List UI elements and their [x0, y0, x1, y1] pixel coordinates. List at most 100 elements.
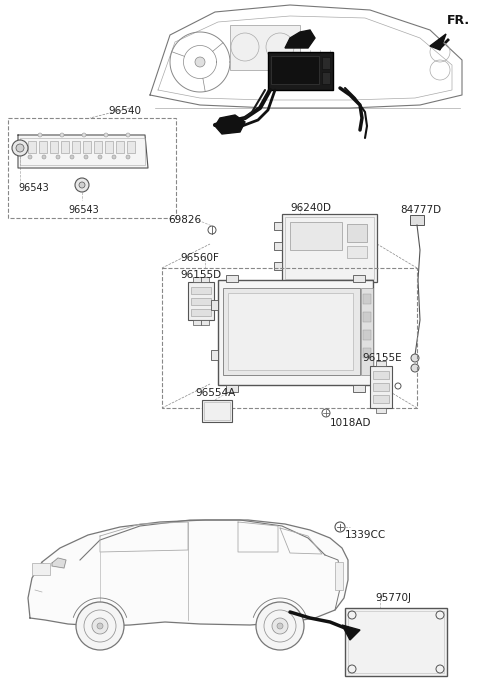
Bar	[50, 141, 58, 153]
Text: 96554A: 96554A	[195, 388, 235, 398]
Text: 96540: 96540	[108, 106, 141, 116]
Circle shape	[272, 618, 288, 634]
Text: 96240D: 96240D	[290, 203, 331, 213]
Bar	[348, 611, 444, 673]
Bar	[268, 52, 333, 90]
Bar	[352, 282, 362, 290]
Bar	[226, 275, 238, 282]
Circle shape	[126, 133, 130, 137]
Bar	[94, 141, 102, 153]
Bar	[204, 402, 230, 420]
Text: 96543: 96543	[18, 183, 49, 193]
Bar	[39, 141, 47, 153]
Bar	[127, 141, 135, 153]
Polygon shape	[52, 558, 66, 568]
Bar	[376, 408, 386, 413]
Bar	[188, 282, 214, 320]
Circle shape	[79, 182, 85, 188]
Bar	[83, 141, 91, 153]
Bar	[191, 309, 211, 316]
Circle shape	[92, 618, 108, 634]
Bar	[193, 320, 201, 325]
Polygon shape	[215, 115, 245, 134]
Bar	[347, 224, 367, 242]
Bar	[347, 246, 367, 258]
Bar	[292, 282, 302, 290]
Bar	[373, 371, 389, 379]
Text: 84777D: 84777D	[400, 205, 441, 215]
Bar	[191, 298, 211, 305]
Bar	[191, 287, 211, 294]
Text: 96155E: 96155E	[362, 353, 402, 363]
Bar	[312, 282, 322, 290]
Bar	[116, 141, 124, 153]
Text: 96543: 96543	[68, 205, 99, 215]
Circle shape	[411, 354, 419, 362]
Bar	[410, 215, 424, 225]
Circle shape	[12, 140, 28, 156]
Bar	[72, 141, 80, 153]
Text: 96560F: 96560F	[180, 253, 219, 263]
Circle shape	[126, 155, 130, 159]
Bar	[285, 217, 374, 279]
Bar	[361, 288, 373, 375]
Text: 69826: 69826	[168, 215, 201, 225]
Text: 1018AD: 1018AD	[330, 418, 372, 428]
Bar	[8, 118, 176, 218]
Bar	[223, 288, 360, 375]
Bar	[335, 562, 343, 590]
Bar	[271, 56, 319, 84]
Circle shape	[97, 623, 103, 629]
Bar	[211, 350, 218, 360]
Bar	[345, 608, 447, 676]
Bar	[353, 385, 365, 392]
Bar	[363, 312, 371, 322]
Circle shape	[256, 602, 304, 650]
Bar	[373, 383, 389, 391]
Text: FR.: FR.	[447, 14, 470, 27]
Bar	[322, 57, 330, 69]
Bar	[274, 262, 282, 270]
Circle shape	[70, 155, 74, 159]
Bar	[363, 348, 371, 358]
Circle shape	[84, 155, 88, 159]
Bar	[282, 214, 377, 282]
Bar	[201, 277, 209, 282]
Bar	[226, 385, 238, 392]
Bar	[193, 277, 201, 282]
Circle shape	[42, 155, 46, 159]
Text: 96155D: 96155D	[180, 270, 221, 280]
Circle shape	[28, 155, 32, 159]
Polygon shape	[342, 625, 360, 640]
Bar	[353, 275, 365, 282]
Bar	[290, 222, 342, 250]
Bar	[274, 222, 282, 230]
Circle shape	[104, 133, 108, 137]
Circle shape	[112, 155, 116, 159]
Bar	[218, 280, 373, 385]
Bar	[61, 141, 69, 153]
Bar	[322, 72, 330, 84]
Bar	[370, 366, 392, 408]
Circle shape	[98, 155, 102, 159]
Polygon shape	[18, 135, 148, 168]
Circle shape	[75, 178, 89, 192]
Circle shape	[60, 133, 64, 137]
Bar	[332, 282, 342, 290]
Bar	[274, 242, 282, 250]
Circle shape	[411, 364, 419, 372]
Bar	[376, 361, 386, 366]
Text: 1339CC: 1339CC	[345, 530, 386, 540]
Polygon shape	[430, 34, 446, 50]
Bar	[105, 141, 113, 153]
Bar	[201, 320, 209, 325]
Polygon shape	[28, 520, 348, 626]
Bar	[28, 141, 36, 153]
Circle shape	[76, 602, 124, 650]
Bar	[373, 395, 389, 403]
Bar	[363, 294, 371, 304]
Bar	[202, 400, 232, 422]
Circle shape	[16, 144, 24, 152]
Bar	[230, 25, 300, 70]
Bar	[162, 268, 417, 408]
